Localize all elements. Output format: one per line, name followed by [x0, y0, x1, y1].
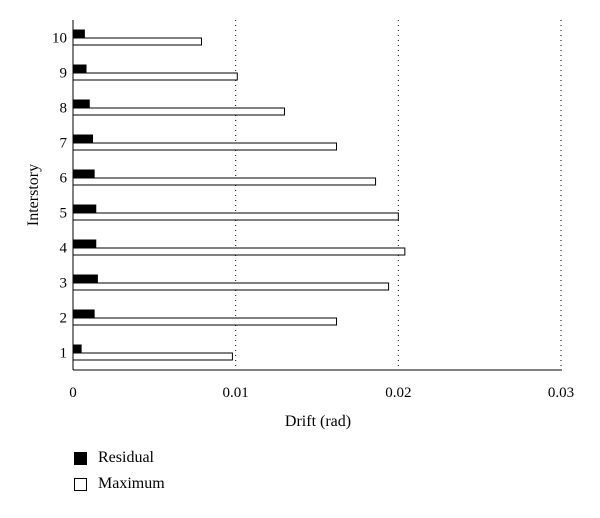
bar-maximum-3 — [72, 282, 390, 291]
y-tick-label-1: 1 — [60, 346, 68, 362]
y-tick-label-10: 10 — [52, 31, 67, 47]
bar-maximum-1 — [72, 352, 233, 361]
bar-residual-8 — [72, 99, 90, 108]
bar-maximum-9 — [72, 72, 238, 81]
legend-label-maximum: Maximum — [98, 475, 165, 492]
x-tick-label-0.01: 0.01 — [223, 385, 249, 401]
bar-residual-2 — [72, 309, 95, 318]
y-axis-label: Interstory — [25, 164, 42, 226]
y-tick-label-8: 8 — [60, 101, 68, 117]
x-axis-label: Drift (rad) — [285, 413, 351, 430]
tick-labels: 1 2 3 4 5 6 7 8 9 10 0 0.01 0.02 0.03 — [52, 31, 574, 402]
y-tick-label-4: 4 — [60, 241, 68, 257]
y-tick-label-5: 5 — [60, 206, 68, 222]
y-tick-label-6: 6 — [60, 171, 68, 187]
y-tick-label-7: 7 — [60, 136, 68, 152]
bar-maximum-2 — [72, 317, 338, 326]
bar-maximum-5 — [72, 212, 399, 221]
bar-residual-4 — [72, 239, 97, 248]
bar-maximum-10 — [72, 37, 203, 46]
axes — [72, 20, 562, 371]
legend-item-maximum: Maximum — [74, 475, 165, 493]
bar-residual-10 — [72, 29, 85, 38]
legend-swatch-maximum — [74, 477, 87, 491]
bar-residual-3 — [72, 274, 98, 283]
bar-residual-7 — [72, 134, 94, 143]
legend-swatch-residual — [74, 451, 87, 465]
legend-item-residual: Residual — [74, 449, 154, 467]
gridlines — [235, 20, 562, 370]
bar-maximum-8 — [72, 107, 285, 116]
bar-residual-5 — [72, 204, 97, 213]
bar-residual-6 — [72, 169, 95, 178]
legend-label-residual: Residual — [98, 449, 154, 466]
y-tick-label-3: 3 — [60, 276, 68, 292]
x-tick-label-0.02: 0.02 — [385, 385, 411, 401]
bar-maximum-7 — [72, 142, 338, 151]
bar-residual-9 — [72, 64, 87, 73]
bar-residual-1 — [72, 344, 82, 353]
x-tick-label-0: 0 — [69, 385, 77, 401]
bar-maximum-4 — [72, 247, 406, 256]
y-tick-label-2: 2 — [60, 311, 68, 327]
bars — [72, 29, 406, 361]
x-tick-label-0.03: 0.03 — [548, 385, 574, 401]
bar-maximum-6 — [72, 177, 377, 186]
y-tick-label-9: 9 — [60, 66, 68, 82]
